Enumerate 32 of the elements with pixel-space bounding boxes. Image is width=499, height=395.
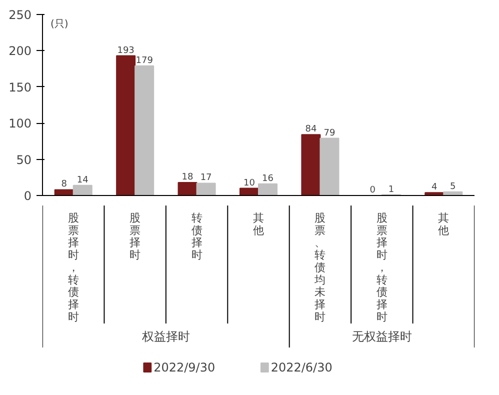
data-label: 4 — [432, 182, 438, 193]
data-label: 10 — [244, 178, 256, 188]
data-label: 84 — [305, 124, 317, 135]
x-tick-label: 转债择时 — [191, 212, 202, 262]
x-tick-label: 其他 — [253, 212, 264, 237]
data-label: 18 — [182, 172, 194, 182]
data-label: 8 — [61, 180, 68, 190]
category-label: 股票择时，转债择时 — [376, 212, 388, 324]
y-tick-label: 200 — [8, 44, 32, 58]
data-label: 179 — [136, 56, 154, 66]
text: 权益择时 — [140, 330, 190, 344]
y-tick-label: 100 — [8, 116, 32, 131]
legend-label: 2022/6/30 — [270, 360, 332, 374]
data-label: 193 — [117, 46, 134, 56]
data-label: 1 — [388, 184, 394, 195]
data-label: 17 — [200, 173, 212, 184]
category-label: 股票、转债均未择时 — [314, 212, 326, 324]
y-tick-label: 50 — [16, 152, 32, 167]
text: 无权益择时 — [352, 330, 412, 344]
y-axis-title: (只) — [50, 19, 68, 30]
legend-label: 2022/9/30 — [154, 360, 216, 374]
data-label: 5 — [450, 182, 456, 192]
x-tick-label: 其他 — [438, 212, 450, 237]
data-label: 79 — [324, 128, 336, 138]
y-tick-label: 150 — [8, 80, 32, 94]
x-tick-label: 股票择时 — [130, 212, 141, 262]
data-label: 0 — [370, 186, 376, 196]
y-tick-label: 0 — [24, 189, 32, 203]
category-label: 股票择时，转债择时 — [68, 212, 79, 324]
y-tick-label: 250 — [8, 8, 32, 22]
data-label: 16 — [262, 174, 274, 184]
data-label: 14 — [76, 175, 89, 186]
